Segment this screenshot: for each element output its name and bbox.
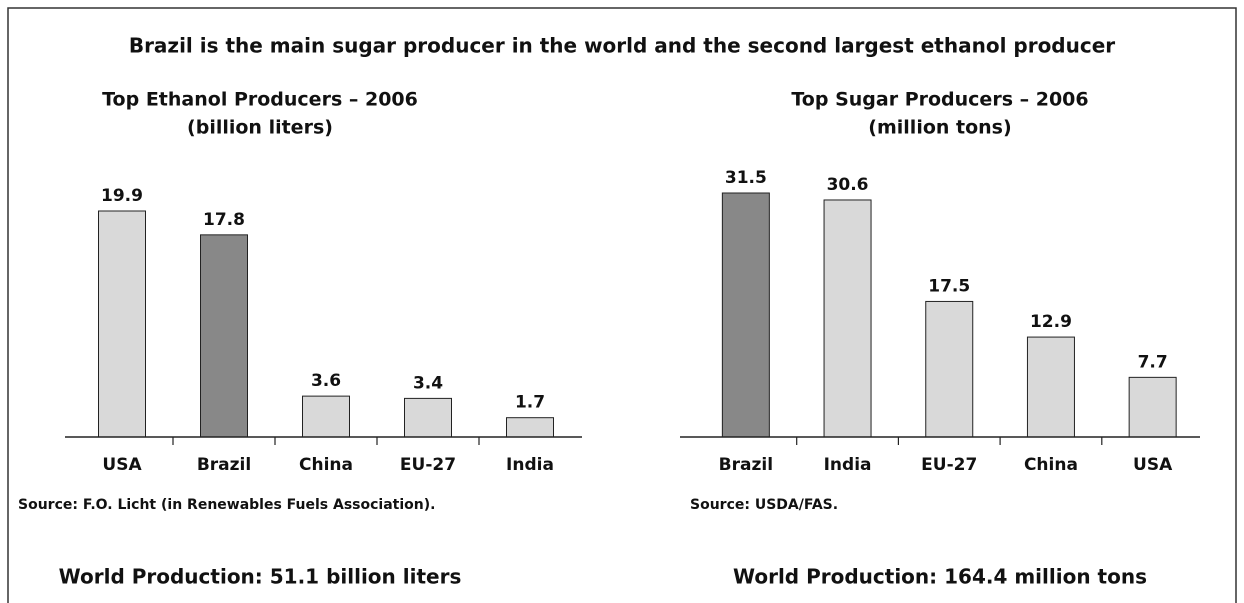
value-label: 17.8: [203, 210, 245, 230]
bar: [404, 397, 452, 438]
x-tick-label: Brazil: [719, 455, 773, 475]
x-tick-label: India: [824, 455, 872, 475]
x-tick-label: EU-27: [400, 455, 456, 475]
bar: [925, 300, 974, 438]
main-title: Brazil is the main sugar producer in the…: [129, 34, 1115, 58]
note: World Production: 51.1 billion liters: [59, 565, 462, 589]
chart-title: Top Ethanol Producers – 2006: [102, 89, 418, 111]
x-tick-label: USA: [1133, 455, 1173, 475]
note: World Production: 164.4 million tons: [733, 565, 1147, 589]
bar: [721, 192, 770, 438]
bar: [98, 210, 146, 438]
value-label: 7.7: [1138, 352, 1168, 372]
value-label: 1.7: [515, 393, 545, 413]
value-label: 19.9: [101, 186, 143, 206]
x-tick-label: EU-27: [921, 455, 977, 475]
source: Source: F.O. Licht (in Renewables Fuels …: [18, 497, 435, 513]
x-tick-label: India: [506, 455, 554, 475]
source: Source: USDA/FAS.: [690, 497, 838, 513]
value-label: 3.6: [311, 371, 341, 391]
bar: [506, 417, 554, 438]
x-tick-label: Brazil: [197, 455, 251, 475]
bar: [1026, 336, 1075, 438]
value-label: 12.9: [1030, 312, 1072, 332]
value-label: 3.4: [413, 373, 443, 393]
value-label: 17.5: [928, 276, 970, 296]
bar: [823, 199, 872, 438]
bar: [200, 234, 248, 438]
value-label: 30.6: [827, 175, 869, 195]
x-tick-label: China: [1024, 455, 1078, 475]
chart-subtitle: (million tons): [868, 117, 1011, 139]
bar: [1128, 376, 1177, 438]
bar: [302, 395, 350, 438]
x-tick-label: USA: [102, 455, 142, 475]
x-tick-label: China: [299, 455, 353, 475]
value-label: 31.5: [725, 168, 767, 188]
frame: [7, 7, 1237, 603]
chart-title: Top Sugar Producers – 2006: [791, 89, 1088, 111]
chart-subtitle: (billion liters): [187, 117, 333, 139]
